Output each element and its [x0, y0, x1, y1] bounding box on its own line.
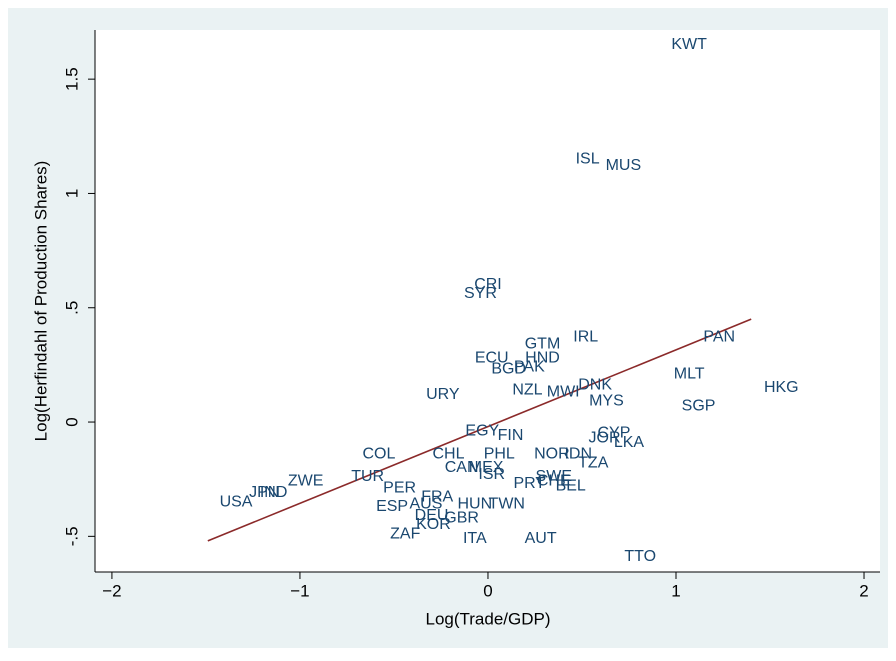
point-label: CYP — [597, 425, 630, 442]
point-label: ECU — [475, 349, 509, 366]
fit-line — [207, 318, 752, 542]
point-label: TZA — [578, 454, 609, 471]
point-label: TWN — [489, 496, 525, 513]
point-label: CHE — [537, 473, 571, 490]
x-tick-label: 2 — [859, 581, 868, 600]
point-label: MWI — [547, 384, 580, 401]
point-label: HND — [525, 349, 560, 366]
point-label: ZAF — [390, 525, 420, 542]
point-label: IRL — [573, 329, 598, 346]
x-tick-label: 1 — [671, 581, 680, 600]
point-label: CRI — [474, 276, 502, 293]
y-tick-label: -.5 — [62, 526, 81, 546]
point-label: PER — [383, 480, 416, 497]
point-label: USA — [220, 493, 253, 510]
point-label: PAN — [703, 329, 735, 346]
point-label: CAN — [445, 459, 479, 476]
point-label: JPN — [249, 484, 279, 501]
y-tick-label: 1 — [62, 189, 81, 198]
y-tick-label: 1.5 — [62, 67, 81, 91]
point-label: DNK — [578, 377, 612, 394]
point-label: ITA — [463, 530, 487, 547]
point-label: AUT — [525, 530, 557, 547]
point-label: HUN — [457, 496, 492, 513]
x-tick-label: −2 — [102, 581, 121, 600]
point-label: ISR — [478, 466, 505, 483]
point-label: GBR — [444, 509, 479, 526]
point-label: MLT — [674, 365, 705, 382]
point-label: ZWE — [288, 473, 324, 490]
point-label: AUS — [409, 496, 442, 513]
point-label: KWT — [671, 36, 707, 53]
point-label: BEL — [556, 477, 586, 494]
point-label: PRT — [513, 475, 545, 492]
point-label: TTO — [624, 548, 656, 565]
point-label: DEU — [415, 507, 449, 524]
point-label: KOR — [416, 516, 451, 533]
x-tick-label: 0 — [483, 581, 492, 600]
point-label: ESP — [376, 498, 408, 515]
point-label: JOR — [589, 429, 621, 446]
point-label: LKA — [614, 434, 645, 451]
point-label: URY — [426, 386, 460, 403]
x-tick-label: −1 — [290, 581, 309, 600]
point-label: BGD — [491, 361, 526, 378]
x-axis-title: Log(Trade/GDP) — [425, 609, 550, 628]
point-label: IDN — [564, 445, 592, 462]
point-label: HKG — [764, 379, 799, 396]
point-label: CHL — [432, 445, 464, 462]
plot-area — [95, 30, 880, 572]
point-label: SYR — [464, 285, 497, 302]
point-label: NZL — [512, 381, 542, 398]
point-label: MEX — [469, 459, 504, 476]
y-tick-label: 0 — [62, 417, 81, 426]
point-label: SWE — [536, 468, 572, 485]
point-label: ISL — [576, 150, 600, 167]
point-label: MYS — [589, 393, 624, 410]
point-label: GTM — [525, 336, 561, 353]
point-label: TUR — [351, 468, 384, 485]
point-label: FRA — [421, 489, 453, 506]
point-label: EGY — [465, 422, 499, 439]
y-tick-label: .5 — [62, 301, 81, 315]
point-label: SGP — [682, 397, 716, 414]
point-label: IND — [260, 484, 288, 501]
point-label: COL — [362, 445, 395, 462]
point-label: FIN — [498, 427, 524, 444]
point-label: MUS — [606, 157, 642, 174]
y-axis-title: Log(Herfindahl of Production Shares) — [31, 161, 50, 442]
point-label: PHL — [484, 445, 515, 462]
point-label: NOR — [534, 445, 570, 462]
point-label: PAK — [514, 358, 545, 375]
